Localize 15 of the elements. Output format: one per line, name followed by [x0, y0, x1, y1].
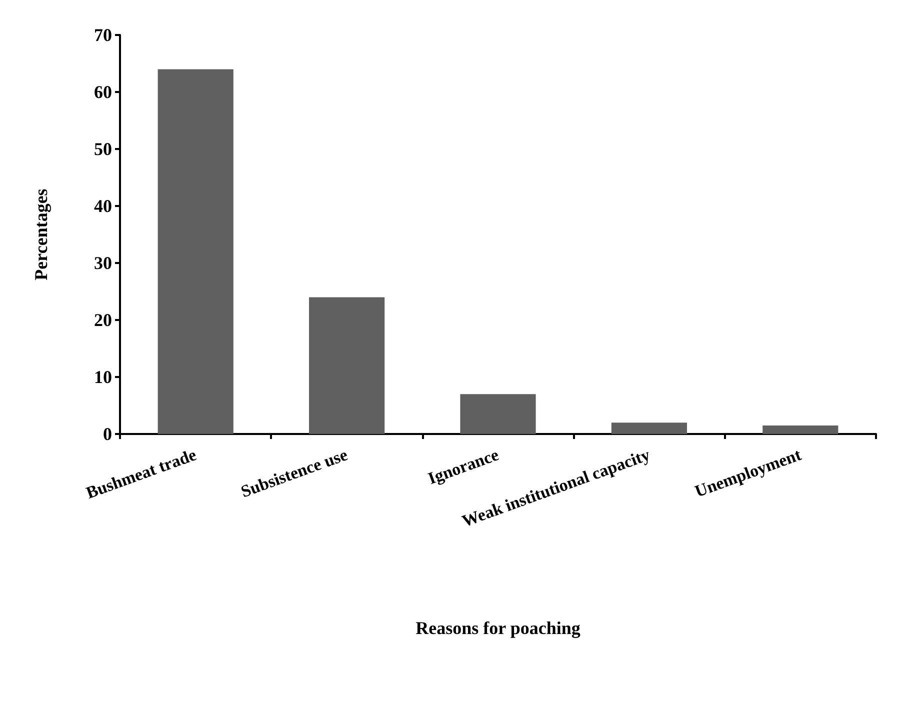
y-tick-label: 40 — [94, 196, 112, 216]
y-axis-title: Percentages — [31, 188, 51, 280]
y-tick-label: 10 — [94, 367, 112, 387]
y-tick-label: 20 — [94, 310, 112, 330]
bar — [309, 297, 385, 434]
y-tick-label: 60 — [94, 82, 112, 102]
y-tick-label: 30 — [94, 253, 112, 273]
bar — [762, 425, 838, 434]
bar — [611, 422, 687, 434]
y-tick-label: 50 — [94, 139, 112, 159]
y-tick-label: 0 — [103, 424, 112, 444]
bar — [460, 394, 536, 434]
y-tick-label: 70 — [94, 25, 112, 45]
bar — [158, 69, 234, 434]
x-axis-title: Reasons for poaching — [416, 618, 580, 638]
